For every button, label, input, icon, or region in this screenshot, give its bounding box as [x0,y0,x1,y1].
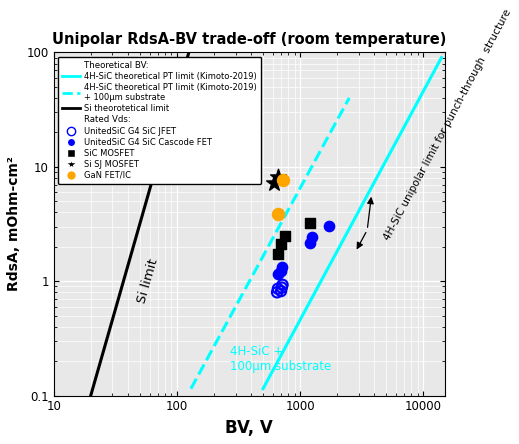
X-axis label: BV, V: BV, V [225,419,273,437]
Point [278,264,286,271]
Point [278,281,286,289]
Point [274,285,282,292]
Title: Unipolar RdsA-BV trade-off (room temperature): Unipolar RdsA-BV trade-off (room tempera… [52,32,446,47]
Y-axis label: RdsA, mOhm-cm²: RdsA, mOhm-cm² [7,157,21,291]
Point [306,219,314,226]
Legend: Theoretical BV:, 4H-SiC theoretical PT limit (Kimoto-2019), 4H-SiC theoretical P: Theoretical BV:, 4H-SiC theoretical PT l… [58,56,262,184]
Point [273,289,281,296]
Point [274,251,282,258]
Point [274,211,282,218]
Point [277,241,285,248]
Point [274,173,282,180]
Point [306,240,314,247]
Point [277,288,285,295]
Point [308,233,316,240]
Point [269,179,278,186]
Point [277,268,285,275]
Text: 4H-SiC unipolar limit for punch-through  structure: 4H-SiC unipolar limit for punch-through … [383,8,513,242]
Point [324,222,333,230]
Point [278,177,286,184]
Point [281,232,290,239]
Text: Si limit: Si limit [135,258,160,305]
Text: 4H-SiC +
100μm substrate: 4H-SiC + 100μm substrate [230,345,331,373]
Point [274,271,282,278]
Point [278,284,286,291]
